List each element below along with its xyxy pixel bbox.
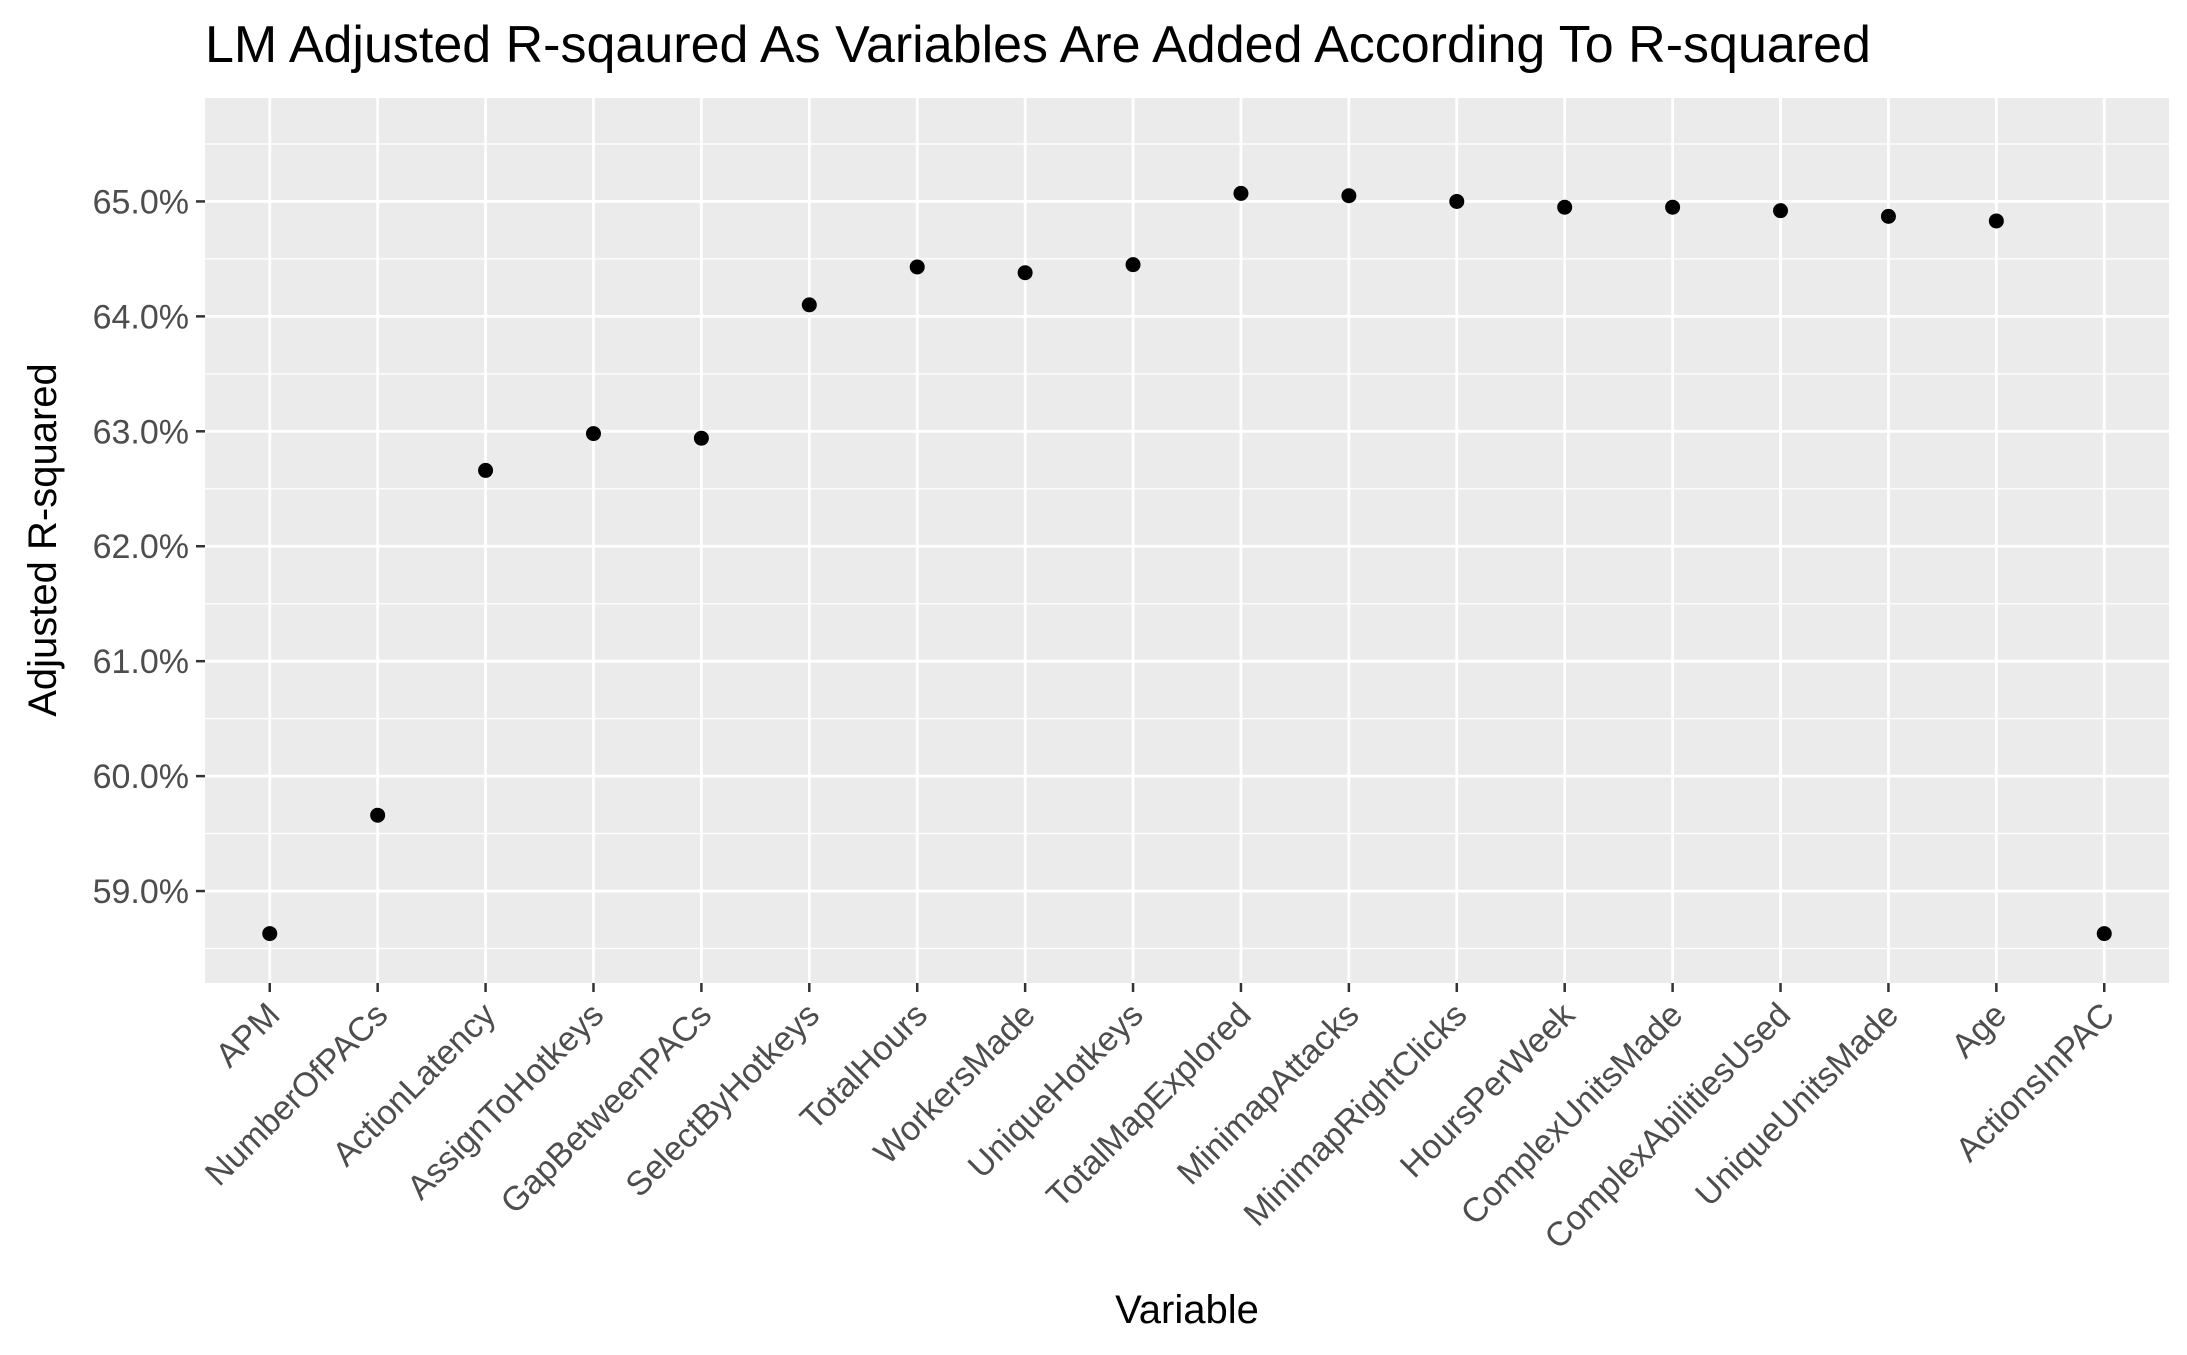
y-tick-label: 61.0% — [93, 643, 189, 681]
data-point — [1017, 265, 1033, 281]
x-tick-label: SelectByHotkeys — [618, 996, 827, 1205]
x-tick-label: NumberOfPACs — [198, 996, 395, 1193]
x-axis-title: Variable — [1115, 1288, 1259, 1332]
data-point — [801, 297, 817, 313]
data-point — [1233, 185, 1249, 201]
y-tick-label: 64.0% — [93, 298, 189, 336]
tick-layer — [196, 200, 2106, 992]
data-point — [478, 462, 494, 478]
data-point — [909, 259, 925, 275]
x-tick-label: APM — [208, 996, 287, 1075]
data-point — [1341, 188, 1357, 204]
data-point — [1557, 199, 1573, 215]
data-point — [1449, 193, 1465, 209]
y-tick-label: 62.0% — [93, 528, 189, 566]
data-point — [2096, 926, 2112, 942]
data-point — [262, 926, 278, 942]
data-point — [1988, 213, 2004, 229]
y-tick-label: 65.0% — [93, 183, 189, 221]
chart-title: LM Adjusted R-sqaured As Variables Are A… — [205, 16, 1871, 74]
x-tick-label: GapBetweenPACs — [494, 996, 720, 1222]
data-point — [370, 807, 386, 823]
point-layer — [262, 185, 2112, 942]
x-tick-label: AssignToHotkeys — [400, 996, 611, 1207]
x-tick-label: TotalMapExplored — [1039, 996, 1258, 1215]
data-point — [693, 430, 709, 446]
y-tick-label: 63.0% — [93, 413, 189, 451]
data-point — [585, 426, 601, 442]
x-tick-label: UniqueUnitsMade — [1688, 996, 1906, 1214]
grid-layer — [205, 98, 2169, 983]
data-point — [1665, 199, 1681, 215]
data-point — [1125, 257, 1141, 273]
y-axis-title: Adjusted R-squared — [21, 363, 65, 717]
x-tick-label: Age — [1944, 996, 2014, 1066]
x-tick-label: MinimapAttacks — [1170, 996, 1367, 1193]
y-tick-label: 60.0% — [93, 758, 189, 796]
data-point — [1880, 208, 1896, 224]
y-tick-label: 59.0% — [93, 873, 189, 911]
data-point — [1773, 203, 1789, 219]
plot-panel — [205, 98, 2169, 983]
